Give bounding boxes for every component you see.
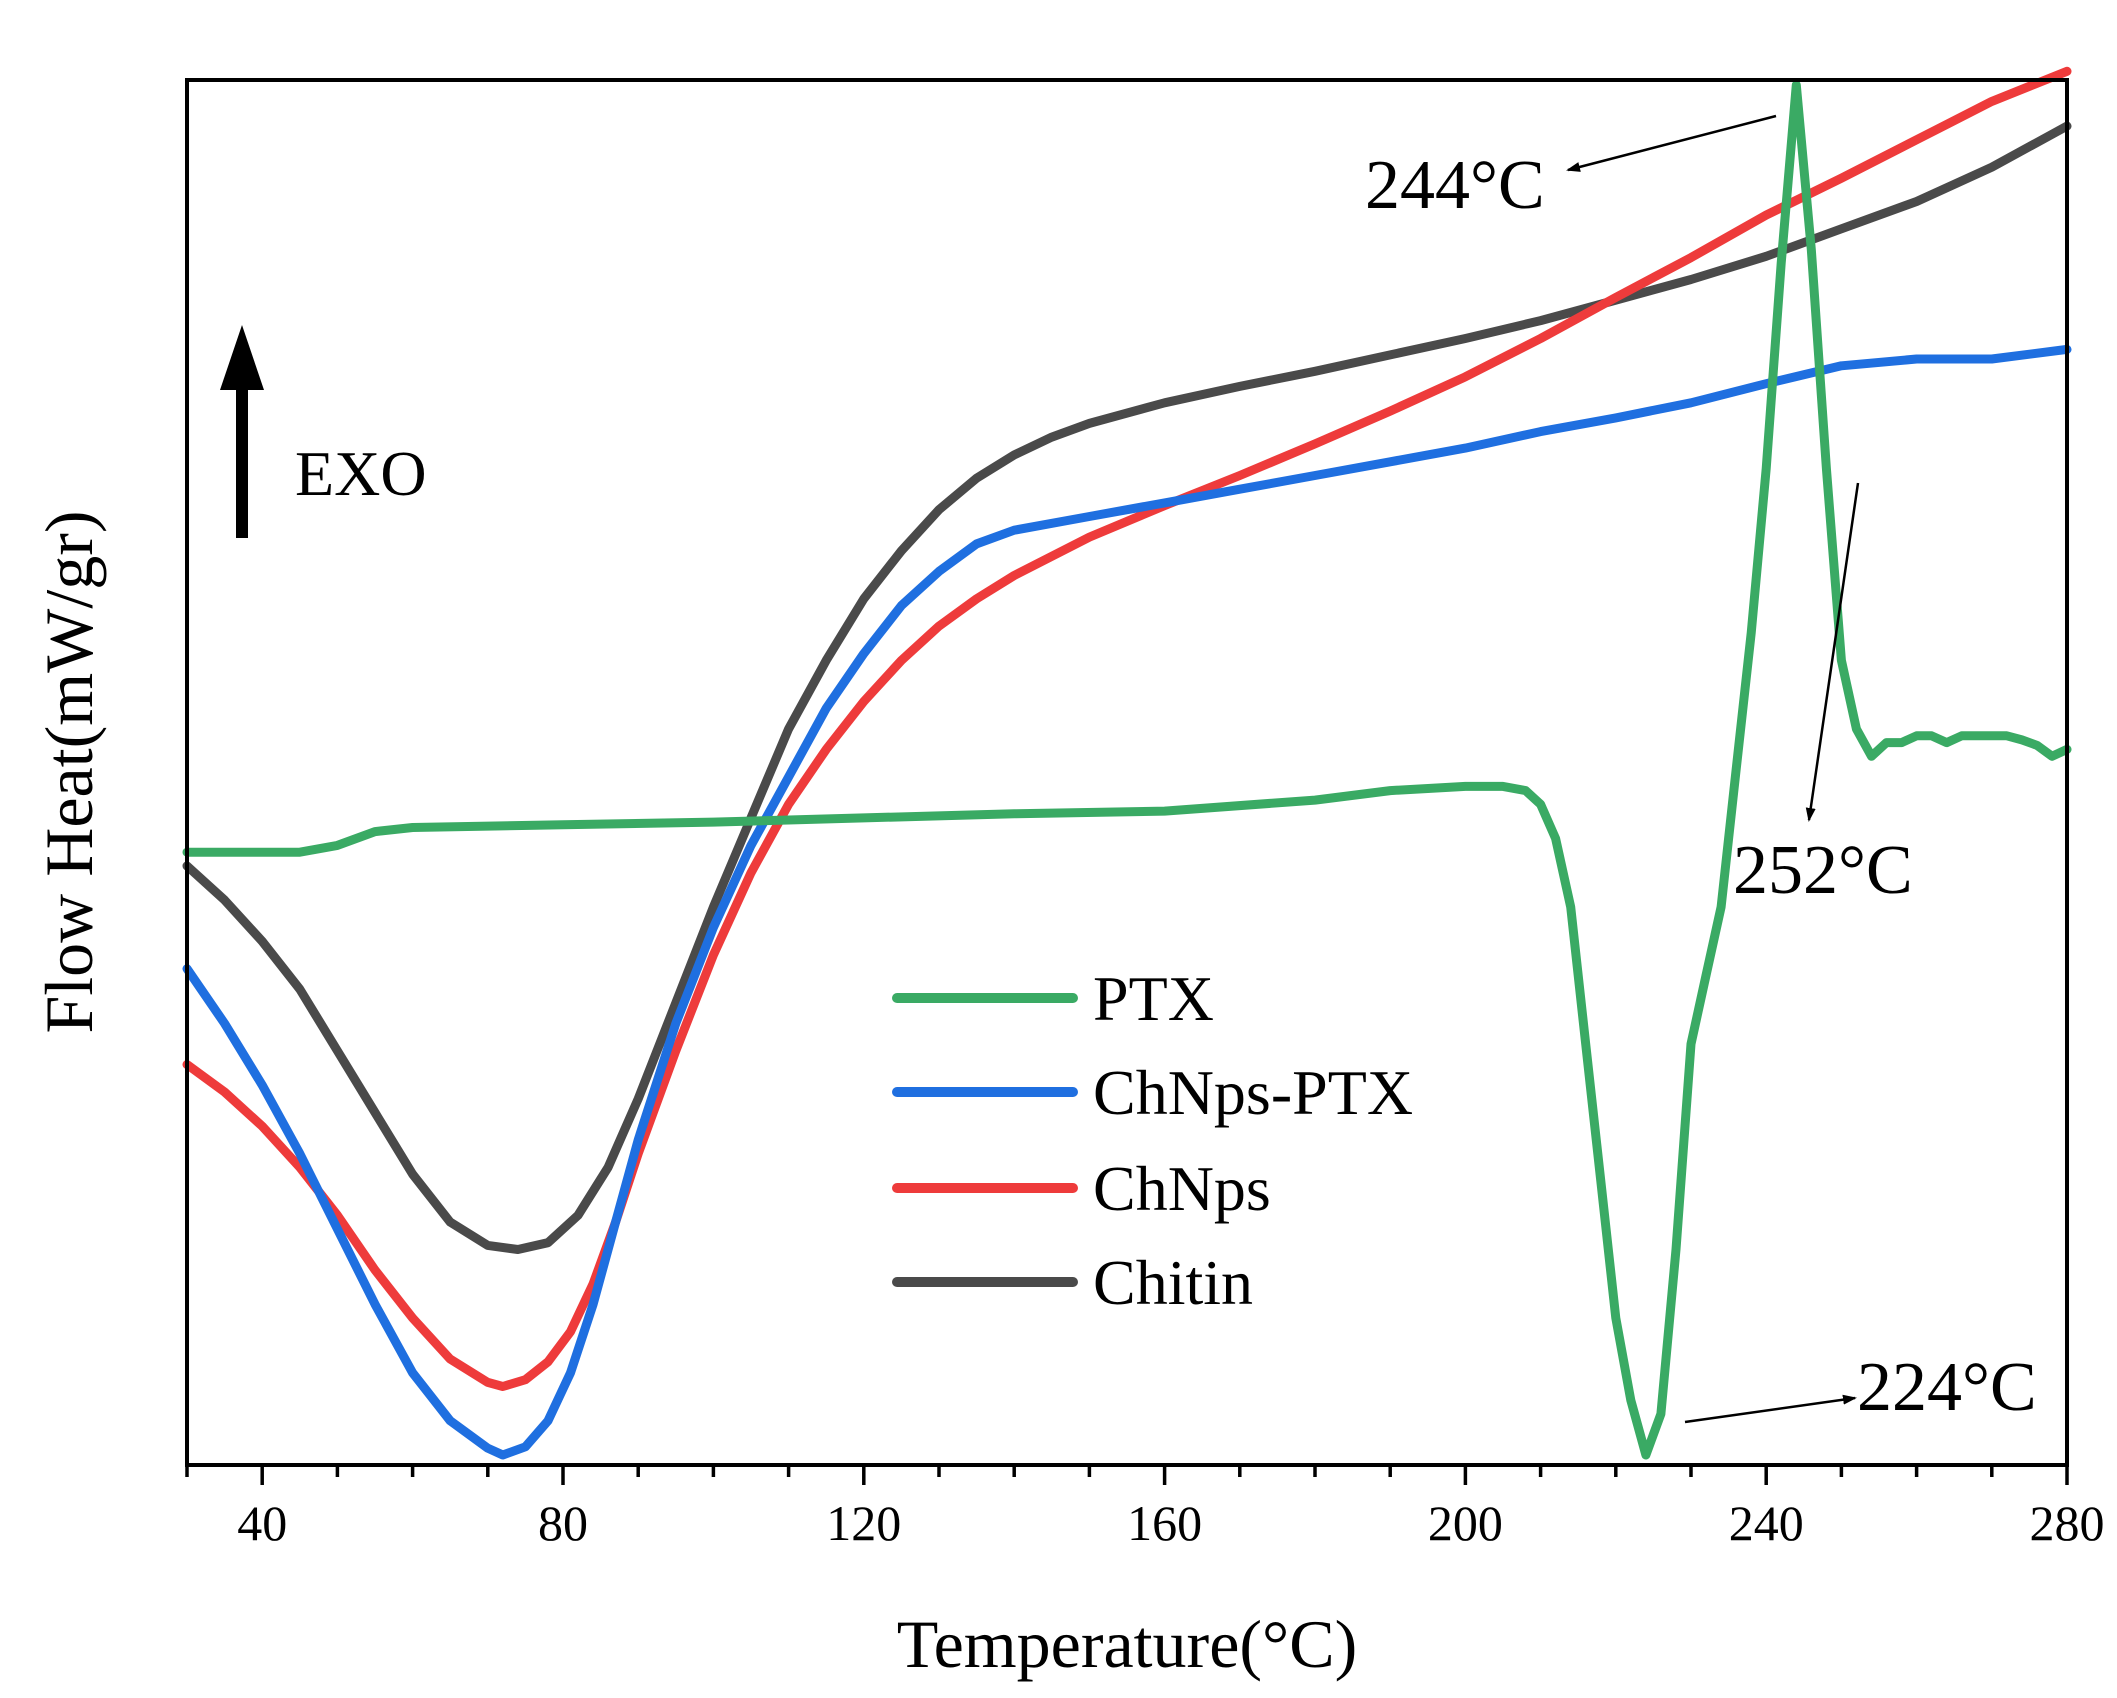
exo-label: EXO [295,438,427,509]
x-tick-label: 160 [1127,1495,1202,1551]
x-tick-label: 280 [2030,1495,2105,1551]
x-axis-title: Temperature(°C) [897,1606,1357,1682]
x-tick-label: 80 [538,1495,588,1551]
legend-label: ChNps [1093,1153,1271,1224]
annotation-244: 244°C [1365,114,1777,224]
annotation-arrow [1566,114,1777,172]
series-line-chnps-ptx [182,344,2072,1460]
series-line-ptx [182,80,2072,1460]
series-line-chnps [182,66,2072,1391]
legend-label: ChNps-PTX [1093,1057,1413,1128]
annotation-arrow [1805,482,1860,822]
legend-label: PTX [1093,963,1214,1034]
x-tick-label: 40 [237,1495,287,1551]
y-axis-title: Flow Heat(mW/gr) [31,510,107,1033]
legend: PTX ChNps-PTX ChNps Chitin [892,963,1413,1318]
x-tick-label: 200 [1428,1495,1503,1551]
annotation-252: 252°C [1733,482,1913,909]
legend-item-ptx: PTX [892,963,1214,1034]
annotation-label: 244°C [1365,147,1545,224]
legend-label: Chitin [1093,1247,1253,1318]
series-layer [182,66,2072,1460]
annotation-label: 252°C [1733,832,1913,909]
legend-item-chnps: ChNps [892,1153,1271,1224]
exo-indicator: EXO [220,325,427,538]
annotation-label: 224°C [1857,1349,2037,1426]
plot-frame [185,78,2069,1467]
exo-arrow-icon [220,325,264,390]
legend-item-chitin: Chitin [892,1247,1253,1318]
legend-item-chnps-ptx: ChNps-PTX [892,1057,1413,1128]
annotation-arrow [1684,1394,1857,1424]
x-axis: 40 80 120 160 200 240 280 [185,1465,2105,1551]
x-tick-label: 120 [826,1495,901,1551]
x-tick-label: 240 [1729,1495,1804,1551]
annotation-224: 224°C [1684,1349,2037,1426]
